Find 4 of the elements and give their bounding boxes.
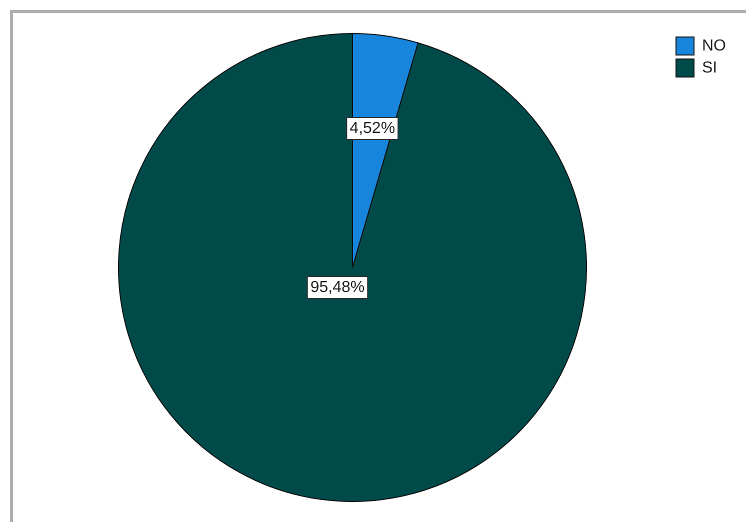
data-label: 95,48% — [310, 278, 365, 296]
legend-label: NO — [702, 37, 726, 54]
data-label: 4,52% — [350, 120, 396, 137]
legend-label: SI — [702, 59, 718, 76]
